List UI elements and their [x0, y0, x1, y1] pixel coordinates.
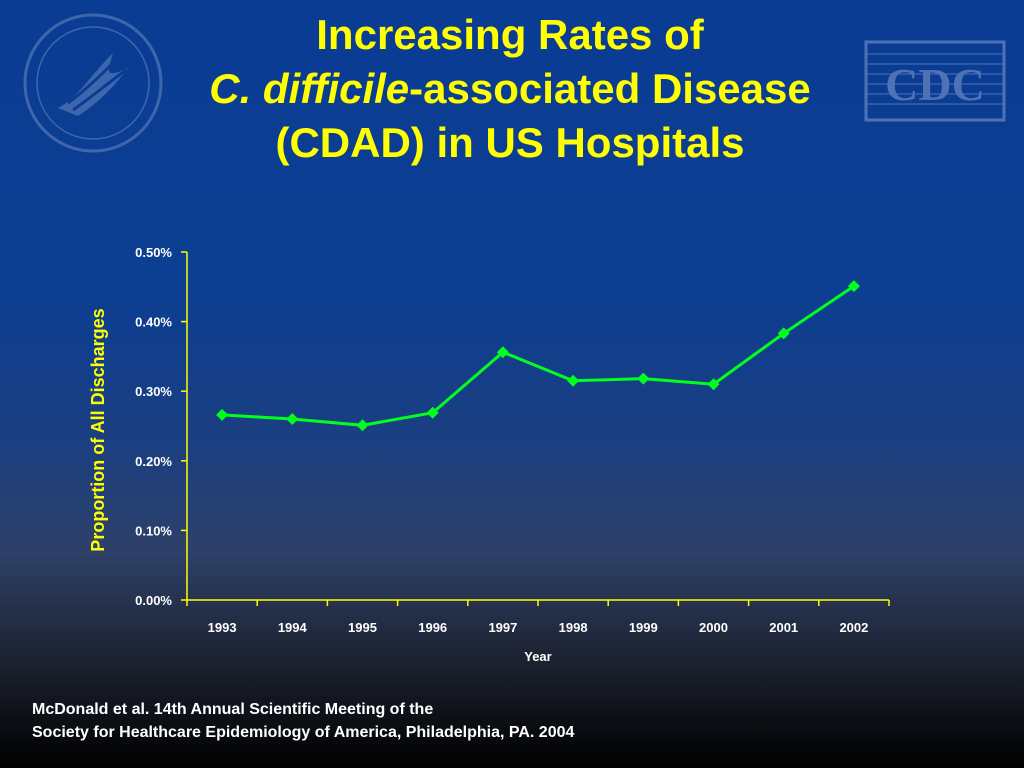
cdc-logo: CDC: [864, 40, 1006, 122]
data-point: [286, 413, 299, 426]
data-point: [847, 280, 860, 293]
data-point: [356, 419, 369, 432]
x-axis-label: Year: [524, 649, 551, 664]
citation-line-1: McDonald et al. 14th Annual Scientific M…: [32, 701, 434, 718]
svg-text:CDC: CDC: [885, 59, 985, 110]
data-point: [496, 346, 509, 359]
data-point: [777, 327, 790, 340]
slide-title: Increasing Rates of C. difficile-associa…: [150, 8, 870, 170]
title-line-2: C. difficile-associated Disease: [150, 62, 870, 116]
x-tick-label: 1997: [488, 620, 517, 635]
x-tick-label: 1995: [348, 620, 377, 635]
data-point: [707, 378, 720, 391]
x-tick-label: 2002: [839, 620, 868, 635]
citation: McDonald et al. 14th Annual Scientific M…: [32, 698, 574, 744]
title-line-3: (CDAD) in US Hospitals: [275, 119, 745, 166]
title-line-2-rest: -associated Disease: [409, 65, 811, 112]
y-tick-label: 0.50%: [135, 245, 172, 260]
hhs-logo: [23, 13, 163, 153]
x-tick-label: 1993: [208, 620, 237, 635]
x-tick-label: 1996: [418, 620, 447, 635]
title-line-1: Increasing Rates of: [316, 11, 704, 58]
y-axis-label: Proportion of All Discharges: [88, 308, 108, 551]
x-tick-label: 2001: [769, 620, 798, 635]
x-tick-label: 1999: [629, 620, 658, 635]
y-tick-label: 0.20%: [135, 454, 172, 469]
x-tick-label: 2000: [699, 620, 728, 635]
y-tick-label: 0.10%: [135, 523, 172, 538]
y-tick-label: 0.00%: [135, 593, 172, 608]
x-tick-label: 1998: [559, 620, 588, 635]
title-organism: C. difficile: [209, 65, 410, 112]
series-line: [222, 284, 855, 427]
citation-line-2: Society for Healthcare Epidemiology of A…: [32, 724, 575, 741]
y-tick-label: 0.30%: [135, 384, 172, 399]
data-point: [216, 408, 229, 421]
data-point: [637, 372, 650, 385]
y-tick-label: 0.40%: [135, 315, 172, 330]
x-tick-label: 1994: [278, 620, 308, 635]
data-point: [567, 374, 580, 387]
data-point: [426, 406, 439, 419]
